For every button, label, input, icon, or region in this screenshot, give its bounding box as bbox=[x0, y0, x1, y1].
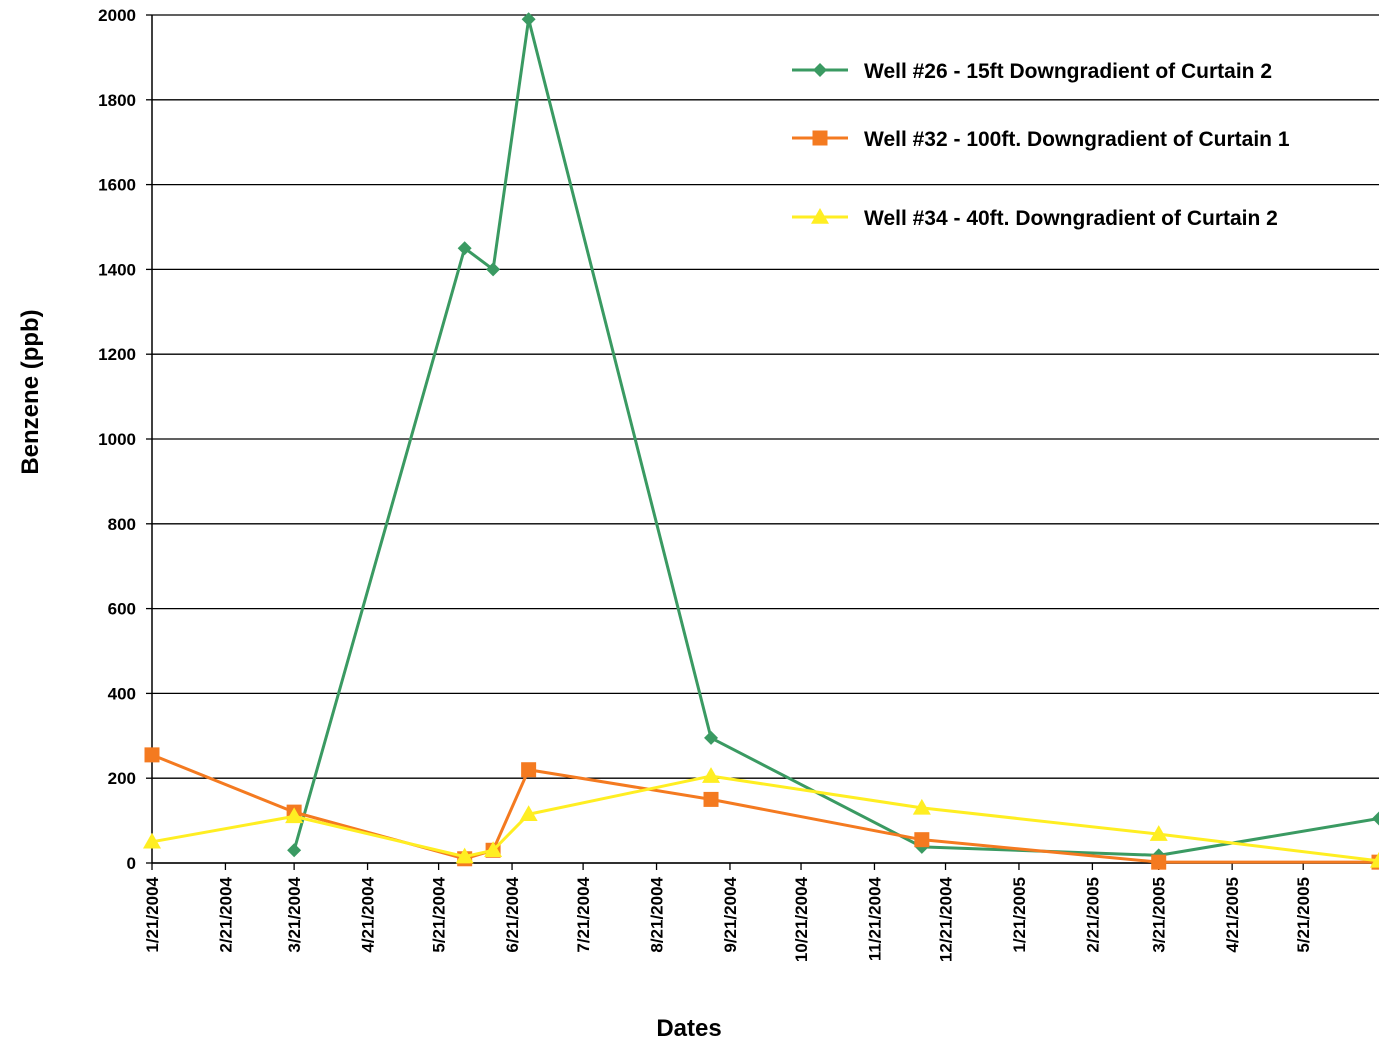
data-point bbox=[702, 767, 721, 783]
series-3 bbox=[143, 767, 1379, 868]
x-tick-label: 1/21/2004 bbox=[143, 876, 162, 952]
y-tick-label: 1600 bbox=[98, 176, 136, 195]
x-tick-label: 4/21/2004 bbox=[359, 876, 378, 952]
legend-item: Well #32 - 100ft. Downgradient of Curtai… bbox=[792, 128, 1290, 151]
x-tick-label: 1/21/2005 bbox=[1010, 877, 1029, 953]
series-group bbox=[143, 12, 1379, 870]
legend-item: Well #34 - 40ft. Downgradient of Curtain… bbox=[792, 207, 1278, 230]
data-point bbox=[287, 843, 302, 858]
y-tick-label: 600 bbox=[108, 600, 136, 619]
series-line bbox=[292, 17, 1379, 857]
data-point bbox=[285, 807, 304, 824]
legend-marker bbox=[812, 130, 828, 146]
data-point bbox=[144, 747, 160, 763]
gridlines bbox=[152, 14, 1379, 864]
data-point bbox=[457, 241, 472, 256]
x-tick-label: 5/21/2004 bbox=[430, 876, 449, 952]
series-line bbox=[151, 753, 1379, 864]
data-point bbox=[455, 847, 474, 864]
data-point bbox=[521, 762, 537, 778]
x-axis-ticks: 1/21/2004 2/21/2004 3/21/2004 4/21/2004 5/21… bbox=[143, 863, 1313, 962]
data-point bbox=[486, 262, 501, 277]
data-point bbox=[519, 805, 538, 821]
y-tick-label: 1200 bbox=[98, 345, 136, 364]
legend-label: Well #32 - 100ft. Downgradient of Curtai… bbox=[864, 128, 1290, 151]
y-tick-label: 400 bbox=[108, 684, 136, 703]
y-tick-label: 800 bbox=[108, 515, 136, 534]
data-point bbox=[703, 791, 719, 807]
data-point bbox=[143, 832, 161, 849]
x-tick-label: 12/21/2004 bbox=[937, 876, 956, 962]
data-point bbox=[912, 798, 931, 815]
data-point bbox=[914, 832, 930, 848]
x-tick-label: 3/21/2005 bbox=[1150, 877, 1169, 953]
legend-label: Well #34 - 40ft. Downgradient of Curtain… bbox=[864, 207, 1278, 230]
y-tick-label: 1400 bbox=[98, 260, 136, 279]
data-point bbox=[704, 730, 719, 745]
y-tick-label: 200 bbox=[108, 769, 136, 788]
x-tick-label: 6/21/2004 bbox=[503, 876, 522, 952]
x-tick-label: 4/21/2005 bbox=[1223, 877, 1242, 953]
legend-marker bbox=[811, 208, 829, 224]
data-point bbox=[484, 841, 503, 858]
data-point bbox=[1151, 854, 1167, 870]
x-tick-label: 2/21/2005 bbox=[1083, 877, 1102, 953]
x-tick-label: 2/21/2004 bbox=[216, 876, 235, 952]
x-tick-label: 8/21/2004 bbox=[648, 876, 667, 952]
legend-marker bbox=[813, 63, 827, 77]
y-tick-label: 1800 bbox=[98, 91, 136, 110]
x-axis-title: Dates bbox=[656, 1015, 721, 1042]
x-tick-label: 5/21/2005 bbox=[1294, 877, 1313, 953]
data-point bbox=[1370, 851, 1379, 868]
x-tick-label: 11/21/2004 bbox=[865, 876, 884, 961]
x-tick-label: 9/21/2004 bbox=[721, 876, 740, 952]
data-point bbox=[1372, 811, 1379, 826]
data-point bbox=[1149, 825, 1168, 841]
x-tick-label: 3/21/2004 bbox=[285, 876, 304, 952]
legend-item: Well #26 - 15ft Downgradient of Curtain … bbox=[792, 60, 1272, 83]
legend: Well #26 - 15ft Downgradient of Curtain … bbox=[792, 60, 1290, 230]
y-tick-label: 2000 bbox=[98, 6, 136, 25]
legend-label: Well #26 - 15ft Downgradient of Curtain … bbox=[864, 60, 1272, 83]
data-point bbox=[521, 12, 536, 27]
y-axis-title: Benzene (ppb) bbox=[17, 309, 44, 474]
y-tick-label: 0 bbox=[127, 854, 136, 873]
y-tick-label: 1000 bbox=[98, 430, 136, 449]
x-tick-label: 10/21/2004 bbox=[792, 876, 811, 962]
y-axis-ticks: 0 200 400 600 800 1000 1200 1400 1600 1800 2000 bbox=[98, 6, 152, 873]
x-tick-label: 7/21/2004 bbox=[574, 876, 593, 952]
